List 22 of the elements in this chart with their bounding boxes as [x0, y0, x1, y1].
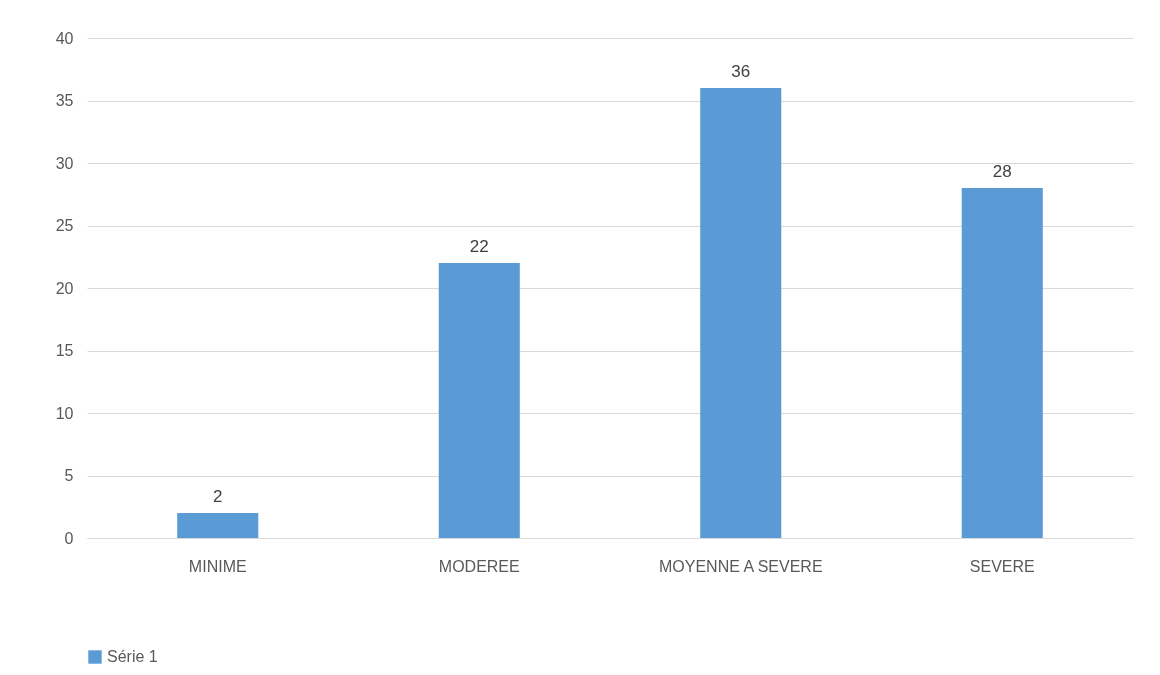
data-label: 22	[469, 237, 489, 256]
bar	[961, 188, 1043, 538]
data-label: 2	[213, 487, 223, 506]
x-tick-label: MOYENNE A SEVERE	[658, 557, 823, 575]
x-tick-label: SEVERE	[969, 557, 1035, 575]
data-label: 36	[731, 62, 751, 81]
bar	[700, 88, 782, 538]
y-tick-label: 35	[55, 92, 74, 109]
data-label: 28	[992, 162, 1012, 181]
y-tick-label: 25	[55, 217, 74, 234]
y-tick-label: 20	[55, 279, 74, 297]
y-tick-label: 30	[55, 154, 74, 172]
y-tick-label: 15	[55, 342, 74, 359]
x-tick-label: MODEREE	[438, 557, 520, 575]
y-tick-label: 0	[64, 529, 74, 547]
bar	[177, 513, 259, 538]
x-tick-label: MINIME	[188, 557, 247, 575]
legend-label: Série 1	[107, 648, 158, 665]
y-tick-label: 10	[55, 404, 74, 422]
y-tick-label: 40	[55, 29, 74, 47]
y-tick-label: 5	[64, 467, 74, 484]
bar	[438, 263, 520, 538]
